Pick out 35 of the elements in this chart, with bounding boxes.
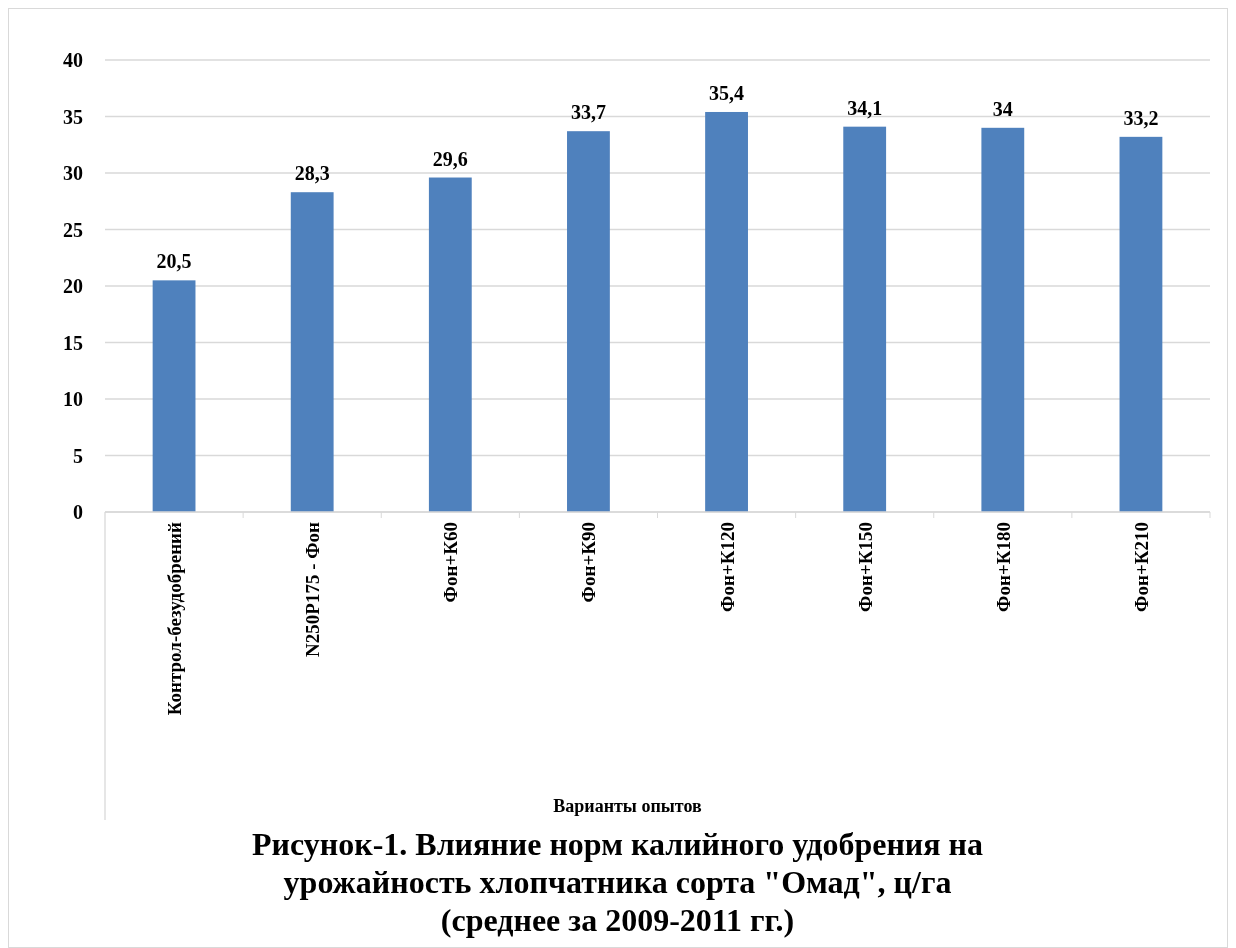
bar [981,127,1025,512]
bar [843,126,887,512]
bar [428,177,472,512]
data-label: 20,5 [156,250,192,273]
text: Рисунок-1. Влияние норм калийного удобрения на урожайность хлопчатника сорта "Омад", ц/га (среднее за 2009-2011 гг.) [252,826,983,938]
y-tick-label: 0 [73,501,83,523]
y-tick-label: 5 [73,444,83,467]
bar [152,280,196,512]
bar [705,111,748,512]
bar [290,192,334,512]
data-label: 33,2 [1123,106,1159,129]
y-tick-label: 10 [63,388,83,410]
x-tick-label: Контрол-безудобрений [164,521,186,716]
y-tick-label: 40 [63,49,83,71]
x-tick-label: Фон+К90 [578,522,600,603]
data-label: 35,4 [709,81,745,104]
data-label: 28,3 [294,162,330,185]
bar [1119,136,1163,512]
x-tick-label: Фон+К210 [1130,522,1152,612]
x-tick-label: Фон+К120 [716,522,738,612]
y-tick-label: 15 [63,331,83,354]
x-axis-title: Варианты опытов [553,796,702,816]
bar [567,131,610,512]
data-label: 29,6 [432,147,468,170]
x-tick-label: Фон+К180 [992,522,1014,612]
y-tick-label: 30 [63,162,83,184]
data-label: 34,1 [847,96,883,119]
data-label: 33,7 [570,101,606,124]
y-tick-label: 20 [63,275,83,297]
y-tick-label: 25 [63,218,83,241]
y-tick-label: 35 [63,105,83,128]
x-tick-label: N250P175 - Фон [302,521,324,657]
x-tick-label: Фон+К60 [440,522,462,603]
data-label: 34 [992,97,1013,120]
x-tick-label: Фон+К150 [854,522,876,612]
